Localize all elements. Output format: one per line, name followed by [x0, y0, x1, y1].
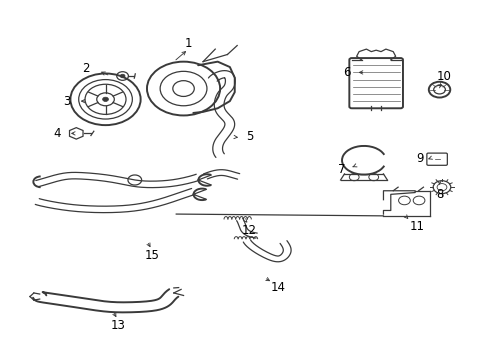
- Text: 15: 15: [144, 249, 159, 262]
- Text: 10: 10: [436, 69, 451, 82]
- Text: 13: 13: [110, 319, 125, 332]
- Text: 12: 12: [242, 224, 256, 237]
- Text: 8: 8: [435, 188, 442, 201]
- Text: 11: 11: [409, 220, 424, 233]
- Circle shape: [120, 74, 125, 78]
- Text: 1: 1: [184, 37, 192, 50]
- Text: 5: 5: [245, 130, 253, 144]
- Circle shape: [102, 97, 108, 102]
- Text: 7: 7: [338, 163, 345, 176]
- Text: 4: 4: [53, 127, 61, 140]
- Text: 3: 3: [62, 95, 70, 108]
- Text: 2: 2: [82, 62, 90, 75]
- Text: 14: 14: [270, 281, 285, 294]
- Text: 6: 6: [343, 66, 350, 79]
- Text: 9: 9: [415, 152, 423, 165]
